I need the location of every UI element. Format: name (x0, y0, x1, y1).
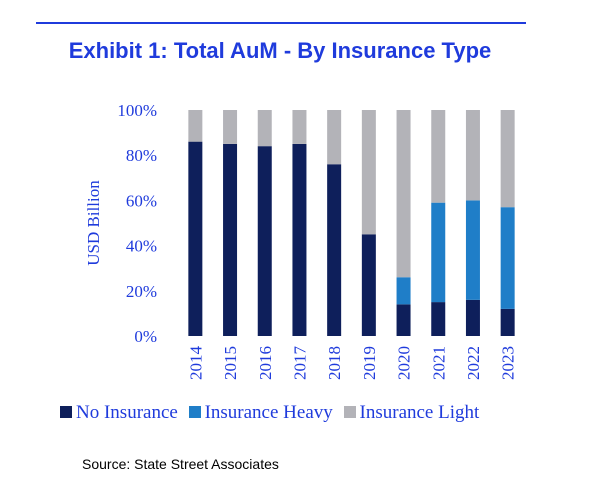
y-tick-label: 40% (126, 237, 157, 256)
x-tick-label: 2014 (186, 346, 205, 381)
x-tick-label: 2018 (325, 346, 344, 380)
bar-segment-no-insurance (292, 143, 307, 336)
x-tick-label: 2019 (360, 346, 379, 380)
legend-item-no-insurance: No Insurance (60, 402, 178, 424)
bar-segment-insurance-heavy (465, 200, 480, 300)
legend: No Insurance Insurance Heavy Insurance L… (60, 402, 560, 424)
bar-segment-insurance-light (223, 110, 238, 144)
x-tick-label: 2023 (499, 346, 518, 380)
y-tick-label: 0% (134, 327, 157, 346)
bar-segment-no-insurance (361, 234, 376, 336)
source-note: Source: State Street Associates (82, 456, 279, 472)
legend-label-insurance-heavy: Insurance Heavy (204, 402, 333, 423)
chart-title: Exhibit 1: Total AuM - By Insurance Type (68, 38, 492, 63)
bar-segment-no-insurance (431, 302, 446, 336)
x-tick-label: 2017 (290, 346, 309, 381)
bar-segment-insurance-light (465, 110, 480, 201)
bar-segment-insurance-light (327, 110, 342, 165)
legend-item-insurance-heavy: Insurance Heavy (188, 402, 333, 424)
stacked-bar-chart: 0% 20% 40% 60% 80% 100% USD Billion 2014 2015 201… (84, 101, 518, 381)
bar-segment-insurance-light (500, 110, 515, 208)
title-rule (36, 22, 526, 24)
bar-segment-insurance-heavy (431, 202, 446, 303)
y-tick-label: 80% (126, 146, 157, 165)
bar-segment-insurance-light (396, 110, 411, 278)
bar-segment-insurance-light (431, 110, 446, 203)
y-tick-label: 20% (126, 282, 157, 301)
legend-swatch-no-insurance (60, 406, 72, 418)
bar-segment-insurance-light (188, 110, 203, 142)
x-tick-label: 2016 (256, 346, 275, 380)
bar-segment-no-insurance (465, 299, 480, 336)
bar-segment-no-insurance (327, 164, 342, 336)
bar-segment-insurance-light (361, 110, 376, 235)
bar-segment-no-insurance (188, 141, 203, 336)
bar-segment-no-insurance (257, 146, 272, 336)
legend-item-insurance-light: Insurance Light (343, 402, 480, 424)
legend-swatch-insurance-light (343, 406, 356, 418)
legend-label-no-insurance: No Insurance (76, 402, 178, 423)
bar-segment-no-insurance (223, 143, 238, 336)
y-axis-label: USD Billion (84, 180, 103, 266)
bar-segment-insurance-heavy (396, 277, 411, 305)
bar-segment-insurance-light (292, 110, 307, 144)
y-tick-label: 60% (126, 191, 157, 210)
bar-segment-insurance-light (257, 110, 272, 147)
bar-segment-no-insurance (500, 308, 515, 336)
x-tick-label: 2021 (429, 346, 448, 380)
y-tick-label: 100% (117, 101, 157, 120)
legend-label-insurance-light: Insurance Light (359, 402, 480, 423)
legend-swatch-insurance-heavy (188, 406, 201, 418)
bar-segment-no-insurance (396, 304, 411, 336)
x-tick-label: 2015 (221, 346, 240, 380)
x-tick-label: 2022 (464, 346, 483, 380)
x-tick-label: 2020 (395, 346, 414, 380)
bar-segment-insurance-heavy (500, 207, 515, 309)
